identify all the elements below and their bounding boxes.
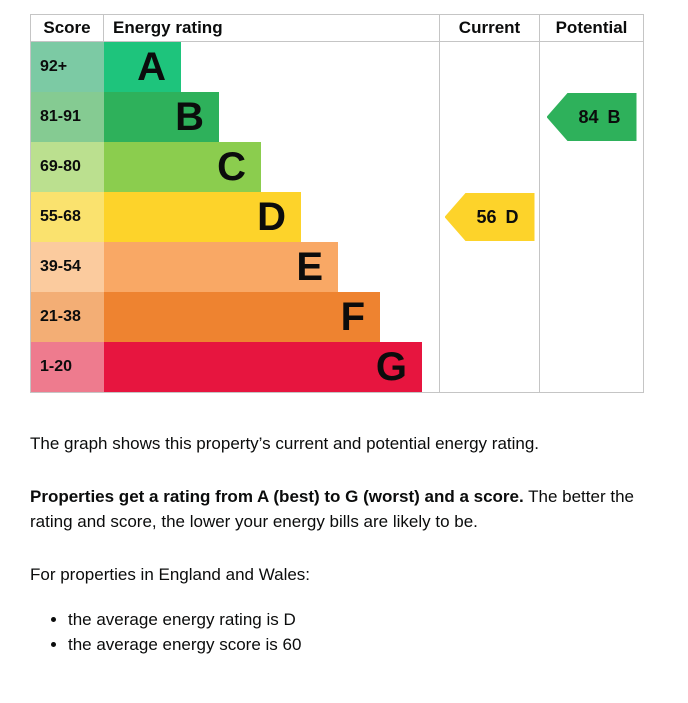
potential-column-cell-c [539,142,643,192]
england-wales-intro: For properties in England and Wales: [30,565,311,584]
current-column-cell-e [439,242,539,292]
current-column-cell-a [439,42,539,92]
epc-band-row-f: 21-38 F [31,292,643,342]
band-score-range-e: 39-54 [31,242,104,292]
current-column-cell-c [439,142,539,192]
band-letter-d: D [257,195,286,239]
epc-chart: Score Energy rating Current Potential 92… [30,14,644,393]
band-score-range-f: 21-38 [31,292,104,342]
potential-column-cell-b: 84 B [539,92,643,142]
epc-text-block: The graph shows this property’s current … [30,431,658,657]
header-energy-rating: Energy rating [113,18,223,37]
potential-rating-arrow: 84 B [546,93,637,141]
band-bar-cell-c: C [104,142,439,192]
epc-band-row-d: 55-68 D 56 D [31,192,643,242]
epc-band-row-g: 1-20 G [31,342,643,392]
potential-column-cell-e [539,242,643,292]
potential-column-cell-d [539,192,643,242]
band-bar-b: B [104,92,219,142]
current-column-cell-d: 56 D [439,192,539,242]
band-letter-b: B [175,95,204,139]
potential-rating-score: 84 [578,106,599,127]
band-letter-c: C [217,145,246,189]
band-bar-c: C [104,142,261,192]
band-score-range-g: 1-20 [31,342,104,392]
band-score-range-c: 69-80 [31,142,104,192]
band-bar-g: G [104,342,422,392]
current-rating-arrow: 56 D [444,193,535,241]
band-bar-d: D [104,192,301,242]
band-letter-a: A [137,45,166,89]
band-letter-e: E [296,245,323,289]
epc-band-row-c: 69-80 C [31,142,643,192]
current-rating-letter: D [505,206,519,227]
band-bar-e: E [104,242,338,292]
potential-rating-letter: B [607,106,621,127]
header-current: Current [439,15,539,41]
averages-list: the average energy rating is Dthe averag… [30,607,658,657]
potential-column-cell-f [539,292,643,342]
epc-band-row-a: 92+ A [31,42,643,92]
band-score-range-b: 81-91 [31,92,104,142]
epc-band-row-e: 39-54 E [31,242,643,292]
band-score-range-a: 92+ [31,42,104,92]
header-score: Score [31,15,104,41]
band-bar-cell-d: D [104,192,439,242]
current-column-cell-b [439,92,539,142]
band-bar-cell-a: A [104,42,439,92]
rating-explanation-rest: The better the rating and score, the low… [30,487,634,531]
rating-explanation-bold: Properties get a rating from A (best) to… [30,487,524,506]
epc-rows: 92+ A 81-91 B 84 B 69-80 C 55-68 D 56 D 39-54 E 21-38 F… [31,42,643,392]
band-letter-f: F [340,295,365,339]
band-bar-cell-e: E [104,242,439,292]
graph-description: The graph shows this property’s current … [30,434,540,453]
band-score-range-d: 55-68 [31,192,104,242]
band-bar-a: A [104,42,181,92]
band-bar-cell-f: F [104,292,439,342]
band-letter-g: G [375,345,407,389]
header-potential: Potential [539,15,643,41]
current-rating-score: 56 [476,206,497,227]
average-item-1: the average energy rating is D [68,607,658,632]
current-column-cell-g [439,342,539,392]
epc-chart-header: Score Energy rating Current Potential [31,15,643,42]
rating-explanation: Properties get a rating from A (best) to… [30,484,658,534]
band-bar-f: F [104,292,380,342]
band-bar-cell-b: B [104,92,439,142]
current-column-cell-f [439,292,539,342]
potential-column-cell-g [539,342,643,392]
potential-column-cell-a [539,42,643,92]
average-item-2: the average energy score is 60 [68,632,658,657]
band-bar-cell-g: G [104,342,439,392]
epc-page: Score Energy rating Current Potential 92… [0,14,688,657]
epc-band-row-b: 81-91 B 84 B [31,92,643,142]
